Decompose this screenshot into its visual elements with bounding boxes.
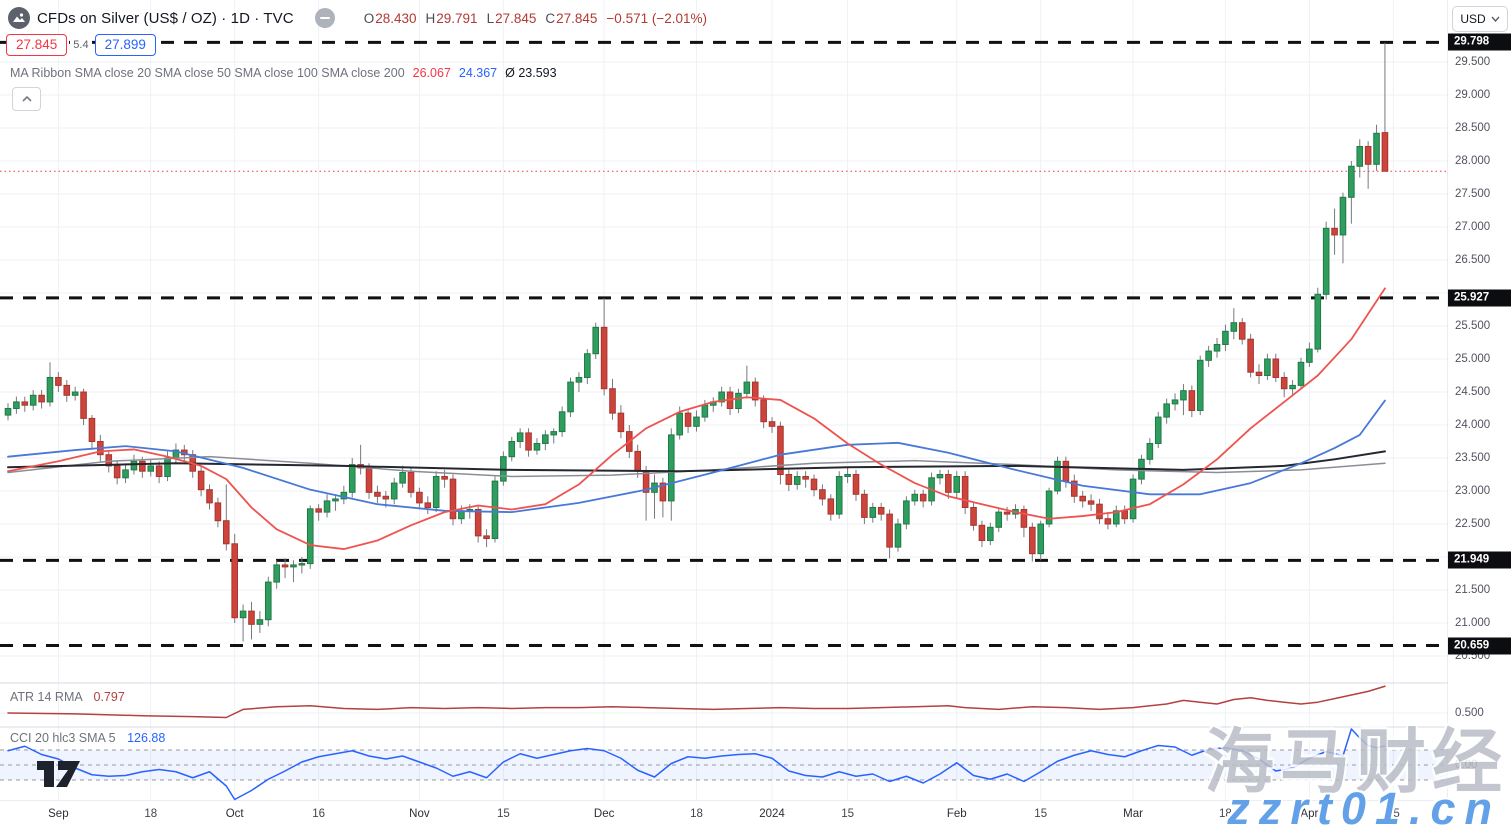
- price-axis-label: 24.500: [1455, 386, 1491, 398]
- price-axis-label: 21.000: [1455, 617, 1491, 629]
- time-axis-label[interactable]: 18: [144, 808, 158, 820]
- price-axis-label: 29.500: [1455, 56, 1491, 68]
- cci-value: 126.88: [127, 731, 166, 745]
- ma-ribbon-value-blue: 24.367: [458, 66, 498, 80]
- time-axis-label[interactable]: Feb: [946, 808, 967, 820]
- cci-line: [7, 728, 1386, 801]
- ma-ribbon-legend[interactable]: MA Ribbon SMA close 20 SMA close 50 SMA …: [10, 66, 557, 80]
- cci-label: CCI 20 hlc3 SMA 5: [10, 731, 116, 745]
- chevron-down-icon: [1491, 16, 1500, 22]
- price-level-marker: 25.927: [1448, 289, 1511, 307]
- atr-legend[interactable]: ATR 14 RMA 0.797: [10, 690, 125, 704]
- price-axis-label: 28.000: [1455, 155, 1491, 167]
- time-axis-label[interactable]: Apr: [1300, 808, 1319, 820]
- price-level-marker: 20.659: [1448, 637, 1511, 654]
- tradingview-logo[interactable]: [36, 757, 82, 796]
- price-axis-label: 21.500: [1455, 584, 1491, 596]
- collapse-source-icon[interactable]: [314, 8, 335, 28]
- cci-legend[interactable]: CCI 20 hlc3 SMA 5 126.88: [10, 731, 165, 745]
- price-axis-label: 27.000: [1455, 221, 1491, 233]
- price-axis-label: 22.500: [1455, 518, 1491, 530]
- currency-label: USD: [1460, 12, 1486, 26]
- bid-price-label[interactable]: 27.845: [6, 34, 68, 56]
- time-axis-label[interactable]: 18: [1219, 808, 1232, 820]
- time-axis-label[interactable]: 18: [690, 808, 703, 820]
- time-axis-label[interactable]: 15: [496, 808, 510, 820]
- time-axis-label[interactable]: Sep: [48, 808, 69, 820]
- candlestick-series: [4, 42, 1389, 642]
- price-axis-label: 23.500: [1455, 452, 1491, 464]
- symbol-legend: CFDs on Silver (US$ / OZ) · 1D · TVC O 28…: [8, 7, 707, 29]
- change-value: −0.571 (−2.01%): [606, 10, 707, 26]
- time-axis-label[interactable]: 16: [312, 808, 326, 820]
- time-axis-label[interactable]: Nov: [409, 808, 430, 820]
- time-axis[interactable]: Sep 18 Oct 16 Nov 15 Dec 18 2024 15 Feb 15 Mar 18 Apr 1…: [0, 801, 1511, 834]
- price-level-marker: 29.798: [1448, 33, 1511, 51]
- spread-label: 5.4: [70, 39, 92, 51]
- currency-selector[interactable]: USD: [1452, 6, 1508, 32]
- symbol-title[interactable]: CFDs on Silver (US$ / OZ) · 1D · TVC: [37, 9, 294, 27]
- time-axis-label[interactable]: 15: [1386, 808, 1400, 820]
- time-axis-label[interactable]: 15: [1034, 808, 1048, 820]
- high-value: 29.791: [436, 10, 478, 26]
- price-axis-label: 25.000: [1455, 353, 1491, 365]
- ohlc-values: O 28.430 H 29.791 L 27.845 C 27.845 −0.571 (…: [363, 10, 707, 26]
- time-axis-label[interactable]: Mar: [1123, 808, 1143, 820]
- price-axis-label: 24.000: [1455, 419, 1491, 431]
- collapse-legend-button[interactable]: [12, 87, 41, 111]
- ask-price-label[interactable]: 27.899: [94, 34, 156, 56]
- time-axis-label[interactable]: 2024: [759, 808, 785, 820]
- open-value: 28.430: [375, 10, 417, 26]
- ma-ribbon-label: MA Ribbon SMA close 20 SMA close 50 SMA …: [10, 66, 405, 80]
- bid-ask-tags: 27.845 5.4 27.899: [6, 34, 156, 56]
- ma-ribbon-value-red: 26.067: [412, 66, 451, 80]
- price-axis-label: 28.500: [1455, 122, 1491, 134]
- price-axis-label: 29.000: [1455, 89, 1491, 101]
- time-axis-label[interactable]: Dec: [593, 808, 615, 820]
- tradingview-logo-icon: [37, 761, 80, 787]
- atr-label: ATR 14 RMA: [10, 690, 83, 704]
- low-value: 27.845: [495, 10, 537, 26]
- close-value: 27.845: [556, 10, 598, 26]
- time-axis-label[interactable]: 15: [841, 808, 854, 820]
- chevron-up-icon: [21, 96, 32, 102]
- price-axis-label: 25.500: [1455, 320, 1491, 332]
- price-axis-label: 23.000: [1455, 485, 1491, 497]
- price-axis-label: 27.500: [1455, 188, 1491, 200]
- symbol-logo-icon[interactable]: [8, 7, 30, 29]
- indicator-axis-label: 0.500: [1455, 707, 1484, 719]
- atr-value: 0.797: [93, 690, 125, 704]
- price-axis[interactable]: USD 29.500 29.000 28.500 28.000 27.500 27.000…: [1448, 0, 1511, 801]
- time-axis-label[interactable]: Oct: [225, 808, 244, 820]
- sma50-line: [7, 399, 1386, 514]
- price-axis-label: 26.500: [1455, 254, 1491, 266]
- price-level-marker: 21.949: [1448, 551, 1511, 569]
- atr-line: [7, 685, 1386, 719]
- sma20-line: [7, 287, 1386, 550]
- ma-ribbon-value-avg: Ø 23.593: [505, 66, 557, 80]
- indicator-axis-label: 0.00: [1455, 759, 1478, 771]
